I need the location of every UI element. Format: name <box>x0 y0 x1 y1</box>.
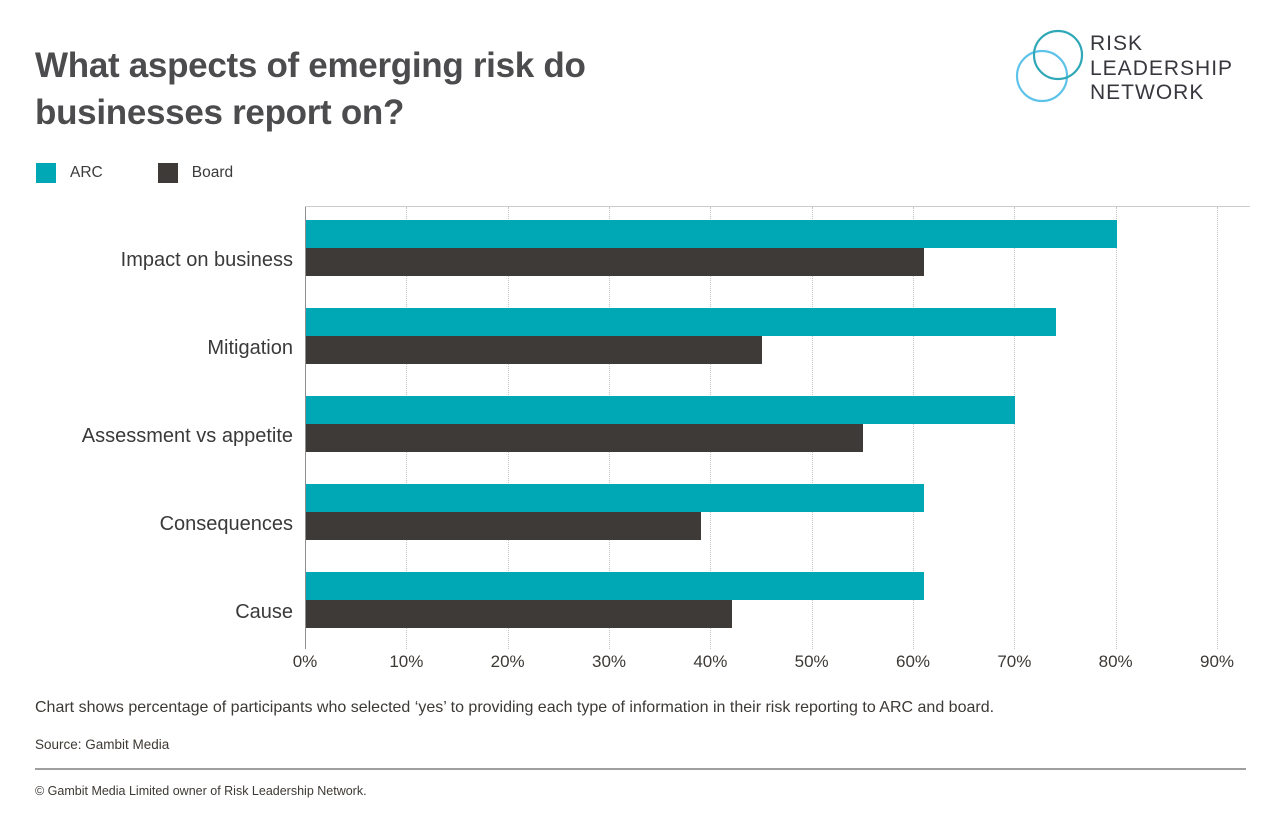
copyright-text: © Gambit Media Limited owner of Risk Lea… <box>35 784 367 798</box>
percentage-axis-labels: 0% 10% 20% 30% 40% 50% 60% 70% 80% 90% <box>293 652 1250 674</box>
bar-board-consequences <box>306 512 702 540</box>
gridline-60% <box>913 207 914 649</box>
bar-board-impact-on-business <box>306 248 925 276</box>
bar-arc-cause <box>306 572 925 600</box>
legend-item-arc: ARC <box>36 163 103 183</box>
bar-board-cause <box>306 600 732 628</box>
bar-board-assessment-vs-appetite <box>306 424 864 452</box>
chart-legend: ARC Board <box>36 163 288 183</box>
bar-arc-assessment-vs-appetite <box>306 396 1016 424</box>
category-label-consequences: Consequences <box>159 513 293 535</box>
gridline-90% <box>1217 207 1218 649</box>
x-tick-label-40%: 40% <box>693 652 728 671</box>
bar-board-mitigation <box>306 336 762 364</box>
logo-word-network: NETWORK <box>1090 81 1205 104</box>
bar-arc-impact-on-business <box>306 220 1117 248</box>
footer-divider <box>35 768 1246 770</box>
x-tick-label-30%: 30% <box>591 652 627 671</box>
gridline-80% <box>1115 207 1117 649</box>
legend-label: Board <box>191 164 234 181</box>
category-label-mitigation: Mitigation <box>207 337 293 359</box>
source-text: Source: Gambit Media <box>35 737 170 752</box>
x-tick-label-80%: 80% <box>1098 652 1133 671</box>
bar-arc-mitigation <box>306 308 1056 336</box>
page-title: What aspects of emerging risk do business… <box>35 42 586 136</box>
overlapping-circles-icon <box>1015 29 1084 103</box>
x-tick-label-0%: 0% <box>292 652 318 671</box>
x-tick-label-50%: 50% <box>794 652 829 671</box>
logo-word-leadership: LEADERSHIP <box>1090 56 1234 80</box>
x-tick-label-60%: 60% <box>895 652 931 671</box>
category-axis-labels: Impact on business Mitigation Assessment v… <box>0 206 293 648</box>
chart-footnote: Chart shows percentage of participants w… <box>35 699 995 716</box>
x-tick-label-70%: 70% <box>997 652 1032 671</box>
legend-label: ARC <box>70 164 103 181</box>
category-label-impact-on-business: Impact on business <box>120 249 293 271</box>
bar-arc-consequences <box>306 484 925 512</box>
x-tick-label-10%: 10% <box>389 652 424 671</box>
legend-item-board: Board <box>157 163 234 183</box>
logo-word-risk: RISK <box>1090 32 1144 55</box>
plot-area <box>305 206 1250 649</box>
title-line-1: What aspects of emerging risk do <box>35 46 586 85</box>
risk-leadership-network-logo: RISK LEADERSHIP NETWORK <box>1008 26 1248 112</box>
title-line-2: businesses report on? <box>35 93 405 132</box>
value-axis-line <box>305 207 306 649</box>
x-tick-label-90%: 90% <box>1199 652 1235 671</box>
category-label-cause: Cause <box>235 601 293 623</box>
legend-swatch-board <box>157 163 178 183</box>
gridline-70% <box>1014 207 1016 649</box>
legend-swatch-arc <box>36 163 56 183</box>
category-label-assessment-vs-appetite: Assessment vs appetite <box>81 425 293 447</box>
logo-wordmark: RISK LEADERSHIP NETWORK <box>1090 32 1233 106</box>
x-tick-label-20%: 20% <box>490 652 525 671</box>
